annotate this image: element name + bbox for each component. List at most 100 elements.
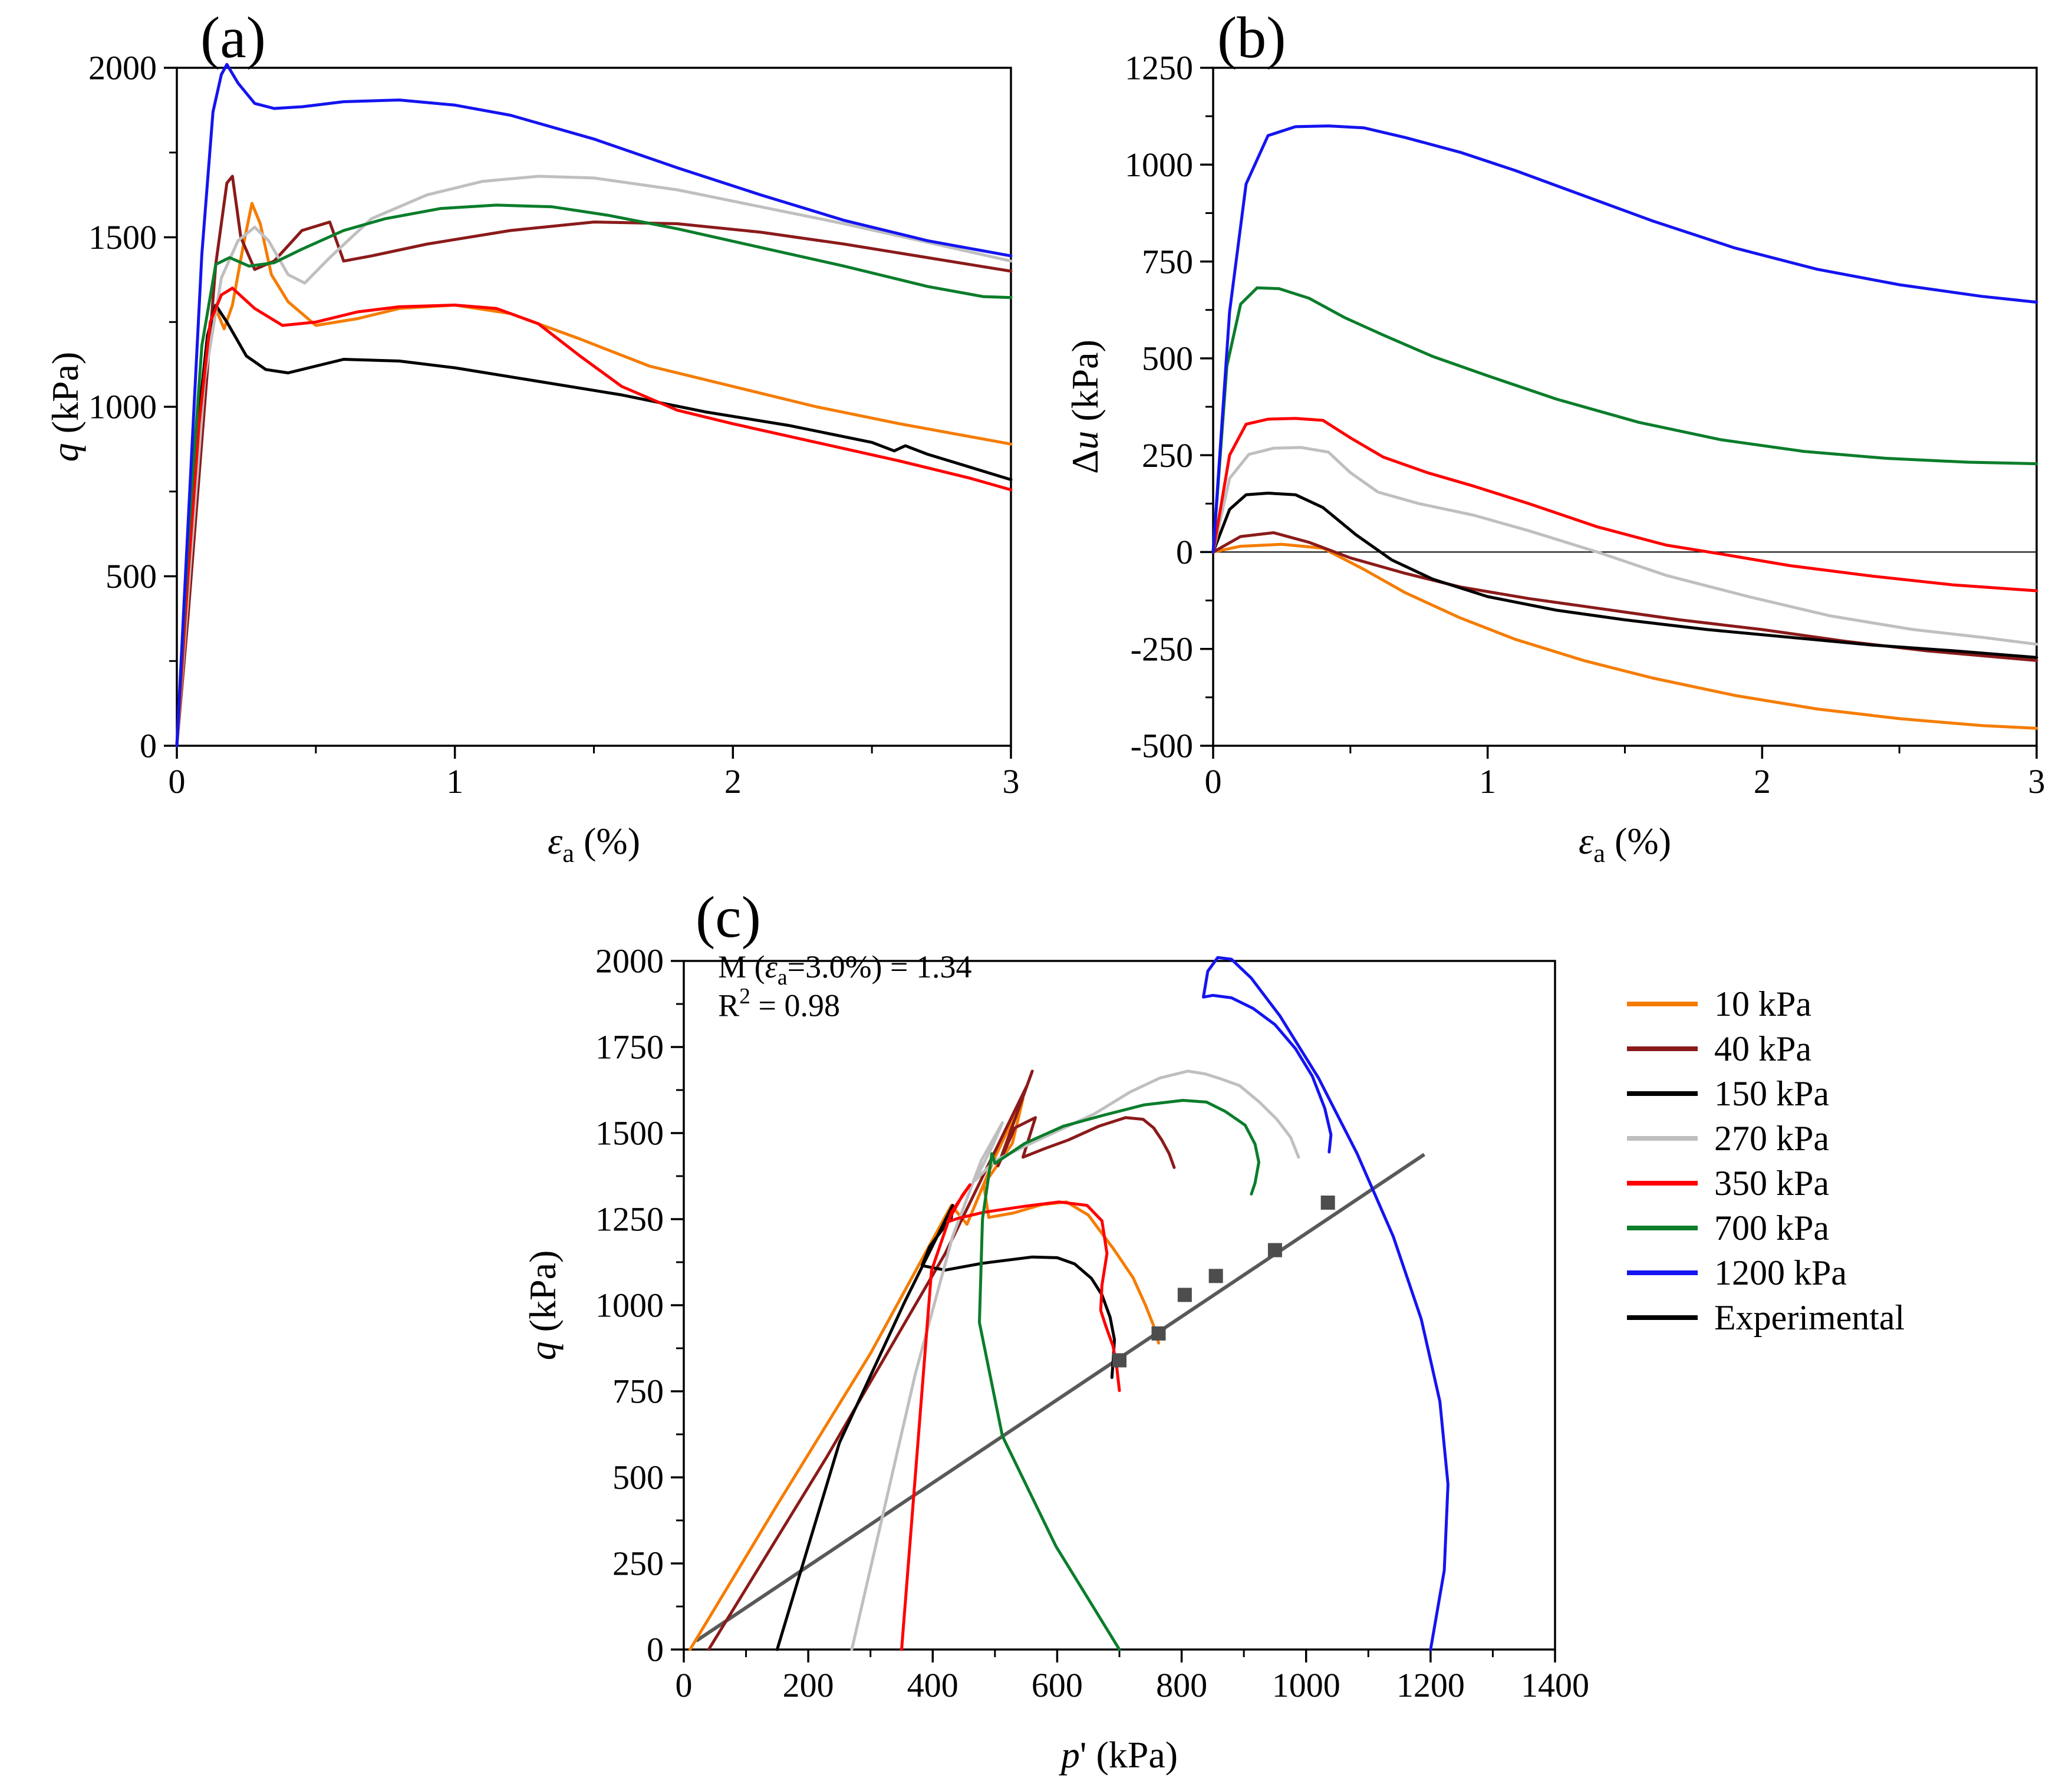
legend-label: 700 kPa (1714, 1208, 1829, 1247)
y-tick-label: 750 (612, 1372, 664, 1411)
critical-state-point-marker (1177, 1288, 1192, 1302)
x-tick-label: 0 (676, 1666, 693, 1704)
label-part: (%) (574, 820, 640, 862)
x-tick-label: 600 (1032, 1666, 1083, 1704)
series-270-kpa (1211, 446, 2038, 646)
legend-label: Experimental (1714, 1298, 1905, 1337)
legend-item-150-kpa: 150 kPa (1627, 1071, 1905, 1116)
series-350-kpa (900, 1183, 1121, 1651)
label-part: (kPa) (522, 1250, 564, 1342)
legend-label: 10 kPa (1714, 984, 1811, 1023)
x-axis-title: εa (%) (548, 820, 640, 868)
y-axis-title: Δu (kPa) (1064, 340, 1106, 474)
series-270-kpa (850, 1069, 1300, 1651)
critical-state-point-marker (1267, 1243, 1282, 1257)
series-150-kpa (1211, 492, 2038, 659)
series-40-kpa (175, 175, 1013, 748)
critical-state-point-marker (1112, 1353, 1126, 1368)
label-part: R (718, 987, 739, 1023)
critical-state-line (695, 1153, 1425, 1642)
y-tick-label: 1000 (1125, 146, 1193, 184)
plot-frame (683, 960, 1556, 1651)
series-1200-kpa (1211, 124, 2038, 554)
legend-line-swatch (1627, 1315, 1698, 1320)
x-tick-label: 2 (724, 762, 742, 801)
y-axis-title: q (kPa) (44, 352, 86, 462)
legend-line-swatch (1627, 1226, 1698, 1230)
legend: 10 kPa 40 kPa 150 kPa 270 kPa 350 kPa 700 kPa… (1627, 982, 1905, 1340)
y-tick-label: 2000 (88, 49, 157, 87)
legend-line-swatch (1627, 1002, 1698, 1006)
label-part: u (1064, 431, 1106, 450)
legend-label: 40 kPa (1714, 1029, 1811, 1068)
chart-a-stress-strain: 0 1 2 3 0 500 1000 1500 2000 εa (%) q (kPa) (44, 49, 1020, 868)
label-part: ε (1579, 820, 1594, 862)
y-tick-label: 2000 (595, 942, 664, 980)
y-tick-label: 500 (1142, 340, 1193, 378)
legend-line-swatch (1627, 1091, 1698, 1096)
y-tick-label: 1250 (595, 1200, 664, 1239)
plot-frame (176, 67, 1012, 747)
legend-line-swatch (1627, 1046, 1698, 1051)
plot-frame (1212, 67, 2038, 747)
series-1200-kpa (175, 62, 1013, 748)
series-350-kpa (1211, 417, 2038, 592)
series-150-kpa (175, 304, 1013, 748)
label-part: ε (765, 949, 778, 985)
x-tick-label: 1000 (1272, 1666, 1340, 1704)
panel-a-label: (a) (200, 5, 266, 70)
x-tick-label: 0 (1205, 762, 1222, 801)
panel-c-label: (c) (696, 884, 761, 950)
y-tick-label: -250 (1131, 630, 1193, 668)
label-part: q (44, 443, 86, 462)
y-tick-label: 0 (1176, 533, 1193, 571)
y-tick-label: 250 (1142, 436, 1193, 475)
label-part: a (1593, 838, 1605, 868)
critical-state-point-marker (1208, 1269, 1223, 1283)
legend-item-700-kpa: 700 kPa (1627, 1206, 1905, 1250)
label-part: a (562, 838, 574, 868)
y-tick-label: 0 (647, 1631, 664, 1669)
annotation-line-2: R2 = 0.98 (718, 984, 840, 1023)
label-part: (kPa) (44, 352, 86, 443)
y-tick-label: 500 (612, 1459, 664, 1497)
legend-item-350-kpa: 350 kPa (1627, 1161, 1905, 1206)
label-part: 2 (739, 984, 750, 1009)
series-270-kpa (175, 175, 1013, 748)
legend-line-swatch (1627, 1270, 1698, 1275)
x-tick-label: 1200 (1396, 1666, 1465, 1704)
chart-c-stress-path: 0 200 400 600 800 1000 1200 1400 0 250 500 750 1000 1… (522, 942, 1589, 1776)
label-part: ' (kPa) (1080, 1734, 1178, 1776)
chart-b-pore-pressure: 0 1 2 3 -500 -250 0 250 500 750 1000 1250 εa (%) Δu (… (1064, 49, 2045, 868)
series-700-kpa (978, 1099, 1260, 1651)
legend-item-experimental: Experimental (1627, 1295, 1905, 1340)
series-150-kpa (775, 1204, 1116, 1651)
legend-label: 150 kPa (1714, 1074, 1829, 1113)
label-part: = 0.98 (750, 987, 840, 1023)
label-part: =3.0%) = 1.34 (788, 949, 972, 985)
series-40-kpa (707, 1069, 1176, 1651)
legend-item-1200-kpa: 1200 kPa (1627, 1250, 1905, 1295)
y-tick-label: 1750 (595, 1028, 664, 1066)
annotation-line-1: M (εa=3.0%) = 1.34 (718, 949, 971, 990)
y-tick-label: 0 (140, 727, 157, 765)
x-tick-label: 3 (1003, 762, 1020, 801)
legend-label: 350 kPa (1714, 1163, 1829, 1203)
series-40-kpa (1211, 531, 2038, 662)
critical-state-point-marker (1151, 1326, 1166, 1341)
y-tick-label: -500 (1131, 727, 1193, 765)
legend-line-swatch (1627, 1136, 1698, 1141)
y-tick-label: 750 (1142, 242, 1193, 281)
x-tick-label: 1400 (1521, 1666, 1589, 1704)
label-part: (%) (1605, 820, 1671, 862)
y-tick-label: 1000 (595, 1286, 664, 1325)
legend-item-40-kpa: 40 kPa (1627, 1026, 1905, 1071)
series-350-kpa (175, 287, 1013, 748)
series-1200-kpa (1202, 956, 1450, 1651)
label-part: q (522, 1341, 564, 1360)
critical-state-point-marker (1320, 1195, 1335, 1210)
x-tick-label: 1 (1479, 762, 1496, 801)
y-tick-label: 1000 (88, 388, 157, 426)
x-axis-title: p' (kPa) (1059, 1734, 1178, 1776)
